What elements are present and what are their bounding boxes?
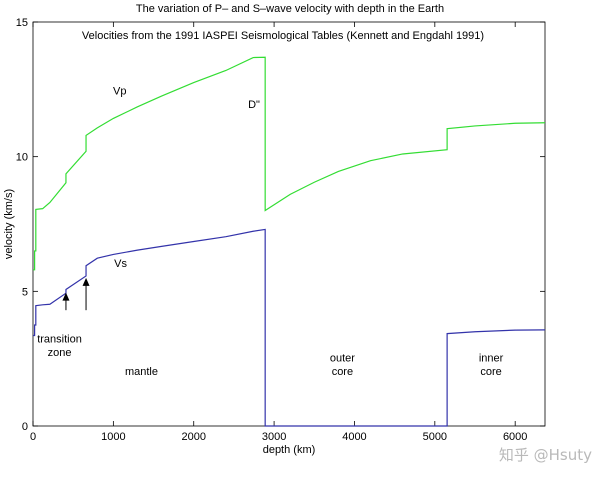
x-axis-label: depth (km) — [263, 444, 316, 456]
arrow-head — [62, 292, 70, 301]
chart-subtitle: Velocities from the 1991 IASPEI Seismolo… — [82, 30, 484, 42]
annotation-label: transition — [37, 334, 82, 346]
annotation-label: D" — [248, 99, 260, 111]
x-tick-label: 5000 — [423, 431, 447, 443]
annotation-label: core — [480, 366, 501, 378]
series-line-vp — [33, 56, 546, 271]
series-line-vs — [33, 228, 546, 427]
y-tick-label: 10 — [16, 152, 28, 164]
y-tick-label: 15 — [16, 17, 28, 29]
plot-area: Velocities from the 1991 IASPEI Seismolo… — [16, 17, 546, 443]
x-tick-label: 3000 — [262, 431, 286, 443]
annotation-label: inner — [479, 352, 504, 364]
annotation-label: Vp — [113, 86, 126, 98]
annotation-label: outer — [330, 352, 355, 364]
watermark-text: 知乎 @Hsuty — [499, 446, 592, 464]
annotation-label: core — [332, 366, 353, 378]
annotation-label: zone — [48, 347, 72, 359]
x-tick-label: 1000 — [101, 431, 125, 443]
y-tick-label: 5 — [22, 286, 28, 298]
chart-title: The variation of P– and S–wave velocity … — [136, 3, 444, 15]
x-tick-label: 6000 — [503, 431, 527, 443]
x-tick-label: 2000 — [181, 431, 205, 443]
y-tick-label: 0 — [22, 421, 28, 433]
axis-ticks: 0 1000 2000 3000 4000 5000 6000 0 5 10 15 — [16, 17, 545, 443]
annotation-label: mantle — [125, 366, 158, 378]
series-layer — [33, 56, 546, 427]
x-tick-label: 0 — [30, 431, 36, 443]
arrow-head — [82, 277, 90, 286]
y-axis-label: velocity (km/s) — [3, 189, 15, 259]
x-tick-label: 4000 — [342, 431, 366, 443]
annotation-label: Vs — [114, 258, 127, 270]
plot-frame — [32, 21, 546, 427]
